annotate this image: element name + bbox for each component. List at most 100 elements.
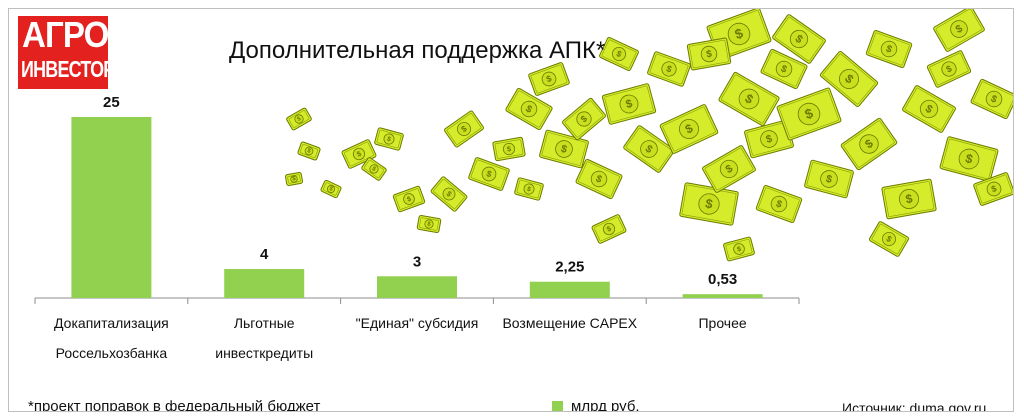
bar	[529, 281, 610, 298]
svg-text:$: $	[774, 198, 783, 210]
footnote: *проект поправок в федеральный бюджет	[28, 398, 321, 412]
svg-text:$: $	[705, 49, 713, 61]
svg-text:$: $	[615, 48, 624, 59]
svg-text:$: $	[296, 116, 302, 123]
data-label: 3	[413, 253, 421, 270]
svg-text:$: $	[594, 173, 604, 186]
dollar-bill-icon: $	[804, 159, 854, 199]
svg-text:$: $	[605, 224, 612, 234]
dollar-bill-icon: $	[284, 172, 304, 186]
dollar-bill-icon: $	[686, 37, 732, 71]
dollar-bill-icon: $	[647, 51, 691, 87]
dollar-bill-icon: $	[286, 107, 312, 131]
dollar-bill-icon: $	[320, 179, 342, 199]
legend-label: млрд руб.	[571, 398, 640, 412]
svg-text:$: $	[989, 93, 999, 106]
svg-text:$: $	[779, 63, 789, 76]
dollar-bill-icon: $	[819, 50, 879, 108]
dollar-bill-icon: $	[492, 136, 526, 162]
dollar-bill-icon: $	[599, 37, 639, 71]
dollar-bill-icon: $	[623, 125, 675, 173]
svg-text:$: $	[545, 73, 553, 84]
dollar-bill-icon: $	[659, 104, 719, 154]
svg-text:$: $	[954, 23, 965, 36]
bar	[224, 269, 305, 298]
svg-text:$: $	[665, 63, 673, 74]
svg-text:$: $	[904, 191, 913, 206]
legend-swatch	[552, 401, 563, 411]
dollar-bill-icon: $	[973, 172, 1013, 206]
dollar-bill-icon: $	[528, 62, 570, 96]
dollar-bill-icon: $	[902, 85, 956, 133]
svg-text:$: $	[625, 98, 635, 111]
svg-text:$: $	[524, 103, 535, 116]
dollar-bill-icon: $	[933, 9, 985, 52]
svg-text:$: $	[386, 136, 392, 144]
dollar-bill-icon: $	[374, 127, 404, 151]
svg-text:$: $	[964, 151, 974, 166]
dollar-bill-icon: $	[539, 129, 589, 169]
svg-text:$: $	[793, 33, 805, 46]
dollar-bill-icon: $	[776, 87, 842, 141]
bar	[682, 294, 763, 298]
svg-text:$: $	[945, 63, 954, 74]
svg-text:$: $	[724, 163, 735, 176]
svg-text:$: $	[292, 176, 297, 183]
svg-text:$: $	[884, 43, 893, 55]
dollar-bill-icon: $	[760, 48, 808, 90]
data-label: 25	[103, 94, 120, 111]
svg-text:$: $	[923, 103, 934, 116]
data-label: 4	[260, 246, 269, 263]
dollar-bill-icon: $	[392, 185, 426, 213]
svg-text:$: $	[704, 196, 714, 212]
svg-text:$: $	[559, 143, 568, 156]
dollar-bill-icon: $	[416, 215, 442, 233]
dollar-bill-icon: $	[869, 221, 909, 257]
svg-text:$: $	[526, 186, 532, 194]
dollar-bill-icon: $	[562, 97, 606, 141]
data-label: 2,25	[555, 259, 584, 276]
agroinvestor-logo: АГРО ИНВЕСТОР	[18, 16, 115, 89]
chart-frame: $ $ $ $ $ $ $ $ $ $ $ $ $ $ $ $ $ $ $ $ $ $ $ $ $ $ $ $ $ $ $ $ $ $ $ $ $ $ $ $…	[8, 8, 1014, 412]
dollar-bill-icon: $	[744, 119, 794, 159]
dollar-bill-icon: $	[755, 185, 803, 223]
dollar-bill-icon: $	[444, 110, 484, 148]
dollar-bill-icon: $	[514, 177, 544, 201]
dollar-bill-icon: $	[430, 176, 468, 212]
svg-text:$: $	[736, 246, 742, 254]
dollar-bill-icon: $	[723, 236, 755, 262]
category-label: Возмещение CAPEX	[502, 315, 637, 331]
dollar-bill-icon: $	[505, 87, 553, 131]
svg-text:$: $	[485, 168, 493, 179]
svg-text:$: $	[885, 233, 894, 244]
svg-text:$: $	[990, 183, 998, 194]
dollar-bill-icon: $	[939, 136, 999, 182]
dollar-bill-icon: $	[341, 139, 377, 169]
source-note: Источник: duma.gov.ru	[842, 400, 987, 412]
svg-text:$: $	[427, 221, 432, 228]
dollar-bill-icon: $	[575, 158, 623, 200]
svg-text:$: $	[643, 143, 655, 156]
category-label: Докапитализация	[54, 315, 169, 331]
dollar-bill-icon: $	[591, 214, 627, 244]
svg-text:$: $	[306, 148, 312, 155]
dollar-bill-icon: $	[865, 30, 913, 68]
dollar-bill-icon: $	[840, 117, 898, 171]
svg-text:$: $	[406, 196, 412, 204]
category-label: Россельхозбанка	[56, 345, 168, 361]
bar-chart: 25 Докапитализация Россельхозбанка 4 Льготны…	[34, 94, 800, 361]
svg-text:$: $	[328, 186, 334, 193]
falling-money-decoration: $ $ $ $ $ $ $ $ $ $ $ $ $ $ $ $ $ $ $ $ $ $ $ $ $ $ $ $ $ $ $ $ $ $ $ $ $ $ $ $…	[284, 9, 1013, 262]
data-label: 0,53	[708, 271, 737, 288]
bar	[377, 276, 457, 298]
dollar-bill-icon: $	[926, 50, 972, 88]
dollar-bill-icon: $	[718, 71, 780, 127]
dollar-bill-icon: $	[601, 83, 657, 125]
category-label: Прочее	[698, 315, 746, 331]
bar	[71, 117, 152, 298]
dollar-bill-icon: $	[297, 141, 321, 161]
chart-title: Дополнительная поддержка АПК*	[229, 37, 606, 64]
svg-text:$: $	[824, 173, 833, 186]
svg-text:$: $	[371, 166, 378, 173]
dollar-bill-icon: $	[881, 178, 937, 220]
